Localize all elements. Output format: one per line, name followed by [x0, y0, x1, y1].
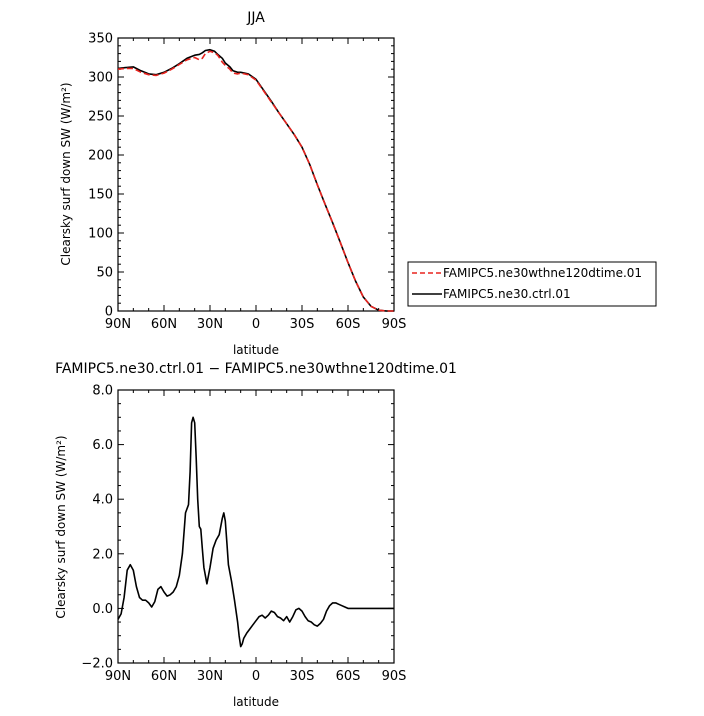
bottom-y-tick-label: 2.0 — [92, 547, 113, 562]
bottom-x-tick-label: 90N — [105, 669, 131, 684]
top-y-tick-label: 250 — [88, 110, 113, 125]
top-y-tick-label: 50 — [96, 266, 113, 281]
top-x-tick-label: 90N — [105, 317, 131, 332]
top-x-tick-label: 90S — [382, 317, 407, 332]
bottom-y-tick-label: −2.0 — [81, 657, 113, 672]
bottom-y-tick-label: 8.0 — [92, 384, 113, 399]
bottom-x-tick-label: 60N — [151, 669, 177, 684]
legend-label-series-2: FAMIPC5.ne30.ctrl.01 — [443, 287, 571, 301]
bottom-y-tick-label: 4.0 — [92, 493, 113, 508]
top-y-tick-label: 0 — [105, 305, 113, 320]
bottom-x-tick-label: 0 — [252, 669, 260, 684]
legend-box — [407, 261, 657, 307]
top-y-axis-label: Clearsky surf down SW (W/m²) — [59, 82, 73, 265]
top-chart: JJA 90N 60N 30N 0 30S 60S 90S 0 50 100 150 200 250 30… — [59, 10, 657, 357]
bottom-chart: FAMIPC5.ne30.ctrl.01 − FAMIPC5.ne30wthne… — [54, 361, 457, 709]
bottom-x-tick-label: 60S — [336, 669, 361, 684]
top-x-tick-label: 0 — [252, 317, 260, 332]
bottom-y-tick-label: 0.0 — [92, 602, 113, 617]
top-y-tick-label: 200 — [88, 149, 113, 164]
legend-label-series-1: FAMIPC5.ne30wthne120dtime.01 — [443, 266, 642, 280]
top-series-line-2 — [117, 50, 394, 312]
top-y-tick-label: 350 — [88, 32, 113, 47]
top-y-tick-label: 100 — [88, 227, 113, 242]
bottom-x-tick-label: 30S — [290, 669, 315, 684]
bottom-x-tick-label: 90S — [382, 669, 407, 684]
top-x-tick-label: 30S — [290, 317, 315, 332]
top-y-tick-label: 150 — [88, 188, 113, 203]
top-chart-title: JJA — [246, 10, 265, 26]
bottom-y-axis-label: Clearsky surf down SW (W/m²) — [54, 435, 68, 618]
top-x-tick-label: 30N — [197, 317, 223, 332]
top-x-axis-label: latitude — [233, 343, 279, 357]
top-y-tick-label: 300 — [88, 71, 113, 86]
bottom-x-tick-label: 30N — [197, 669, 223, 684]
bottom-plot-frame — [117, 389, 395, 664]
bottom-series-line-1 — [117, 416, 394, 648]
bottom-x-axis-label: latitude — [233, 695, 279, 709]
bottom-y-tick-label: 6.0 — [92, 438, 113, 453]
bottom-chart-title: FAMIPC5.ne30.ctrl.01 − FAMIPC5.ne30wthne… — [55, 361, 457, 377]
legend: FAMIPC5.ne30wthne120dtime.01 FAMIPC5.ne3… — [407, 261, 657, 307]
top-x-tick-label: 60N — [151, 317, 177, 332]
top-x-tick-label: 60S — [336, 317, 361, 332]
